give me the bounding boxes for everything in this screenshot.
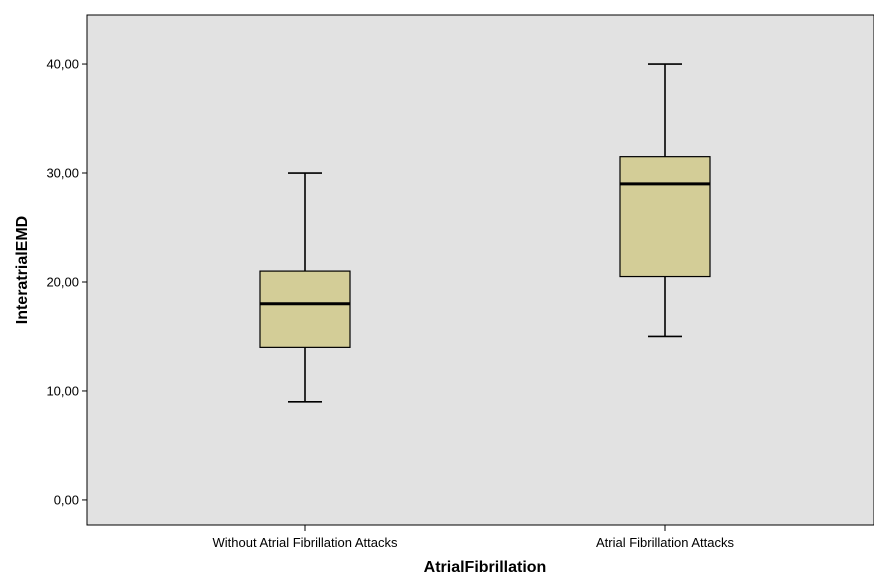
box-iqr [259, 270, 351, 348]
box-group [619, 63, 711, 338]
box-iqr [619, 156, 711, 278]
y-tick-label: 10,00 [46, 383, 79, 398]
y-tick-label: 20,00 [46, 274, 79, 289]
boxes [259, 63, 711, 403]
x-tick-label: Without Atrial Fibrillation Attacks [213, 535, 398, 550]
box-group [259, 172, 351, 403]
x-axis-title: AtrialFibrillation [424, 559, 547, 576]
x-tick-label: Atrial Fibrillation Attacks [596, 535, 734, 550]
x-axis: Without Atrial Fibrillation Attacks Atria… [213, 525, 734, 550]
y-tick-label: 30,00 [46, 166, 79, 181]
plot-area [86, 14, 874, 526]
y-tick-label: 0,00 [54, 492, 79, 507]
y-axis-title: InteratrialEMD [14, 216, 31, 324]
y-tick-label: 40,00 [46, 57, 79, 72]
y-axis: 0,00 10,00 20,00 30,00 40,00 [46, 57, 87, 507]
